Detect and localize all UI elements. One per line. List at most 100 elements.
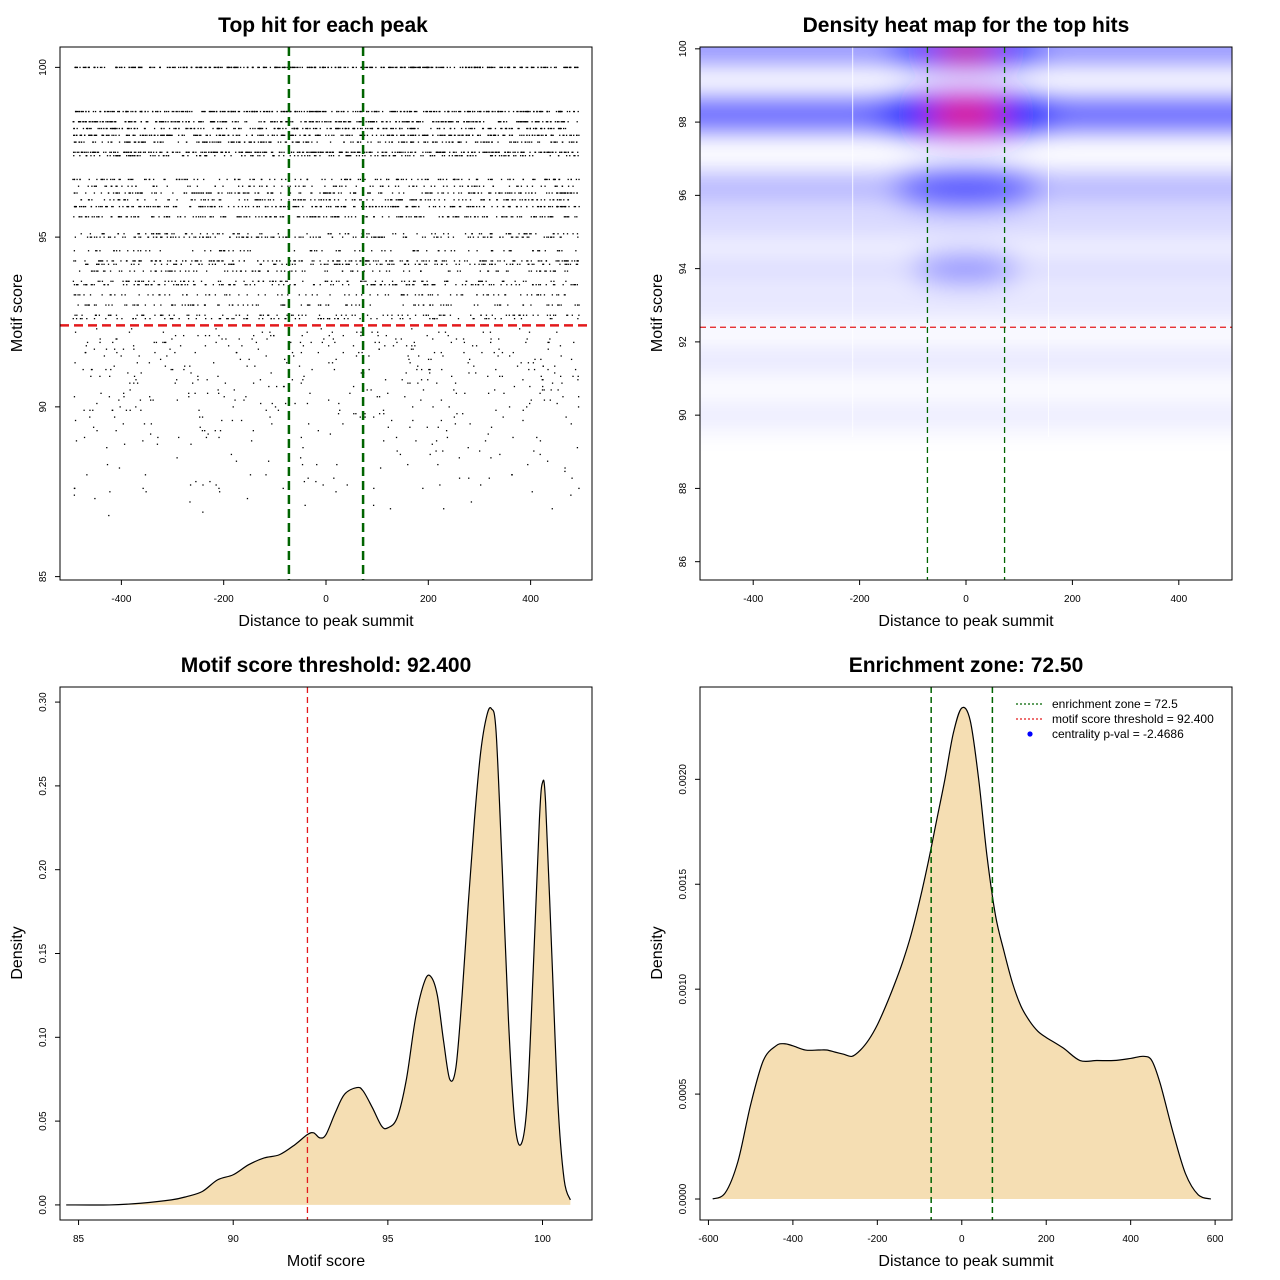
scatter-point xyxy=(376,178,378,181)
scatter-point xyxy=(106,178,108,181)
scatter-point xyxy=(175,263,178,265)
scatter-point xyxy=(152,155,154,157)
scatter-point xyxy=(414,127,416,130)
scatter-point xyxy=(200,121,202,123)
scatter-point xyxy=(174,351,176,354)
scatter-point xyxy=(144,141,146,143)
scatter-point xyxy=(264,294,266,296)
scatter-point xyxy=(542,121,544,123)
scatter-point xyxy=(171,280,173,282)
scatter-point xyxy=(128,127,130,130)
scatter-point xyxy=(257,66,259,69)
scatter-point xyxy=(341,236,344,238)
scatter-point xyxy=(198,236,201,238)
scatter-point xyxy=(239,358,242,361)
scatter-point xyxy=(315,151,317,153)
scatter-point xyxy=(177,284,180,286)
scatter-point xyxy=(221,151,224,153)
scatter-point xyxy=(301,66,304,69)
scatter-point xyxy=(329,192,332,194)
scatter-point xyxy=(238,192,241,194)
scatter-point xyxy=(533,368,536,371)
scatter-point xyxy=(197,260,199,262)
scatter-point xyxy=(230,155,232,157)
scatter-point xyxy=(360,199,362,201)
scatter-point xyxy=(275,385,278,388)
scatter-point xyxy=(285,178,287,181)
scatter-point xyxy=(477,66,479,69)
scatter-point xyxy=(297,141,299,143)
scatter-point xyxy=(442,355,444,357)
scatter-point xyxy=(233,127,235,130)
scatter-point xyxy=(501,127,503,130)
scatter-point xyxy=(324,110,326,113)
scatter-point xyxy=(530,233,532,235)
scatter-point xyxy=(292,314,294,316)
scatter-point xyxy=(483,216,486,218)
scatter-point xyxy=(118,399,120,401)
scatter-point xyxy=(358,351,360,354)
scatter-point xyxy=(302,345,305,347)
scatter-point xyxy=(201,110,203,113)
scatter-point xyxy=(517,185,519,187)
scatter-point xyxy=(193,192,195,194)
scatter-point xyxy=(403,294,405,296)
scatter-point xyxy=(225,338,227,340)
scatter-point xyxy=(572,151,574,153)
scatter-point xyxy=(574,216,576,218)
scatter-point xyxy=(554,141,557,143)
scatter-point xyxy=(450,127,452,130)
scatter-point xyxy=(189,205,192,208)
scatter-point xyxy=(447,334,449,337)
scatter-point xyxy=(327,233,329,235)
scatter-point xyxy=(258,216,260,218)
scatter-point xyxy=(496,205,499,208)
scatter-point xyxy=(568,216,570,218)
scatter-point xyxy=(500,66,503,69)
scatter-point xyxy=(558,121,560,123)
scatter-point xyxy=(384,284,386,286)
scatter-point xyxy=(459,205,462,208)
scatter-point xyxy=(173,110,175,113)
scatter-point xyxy=(506,284,508,286)
scatter-point xyxy=(361,294,363,296)
scatter-point xyxy=(311,121,313,123)
scatter-point xyxy=(278,284,280,286)
scatter-point xyxy=(469,236,472,238)
scatter-point xyxy=(515,236,517,238)
scatter-point xyxy=(124,304,126,306)
scatter-point xyxy=(557,205,559,208)
scatter-point xyxy=(106,127,108,130)
scatter-point xyxy=(355,260,357,262)
scatter-point xyxy=(554,365,556,367)
scatter-point xyxy=(134,216,137,218)
scatter-point xyxy=(562,396,564,398)
y-tick-label: 88 xyxy=(678,482,689,494)
scatter-point xyxy=(391,66,393,69)
scatter-point xyxy=(126,127,129,130)
scatter-point xyxy=(164,365,167,367)
scatter-point xyxy=(402,66,404,69)
scatter-point xyxy=(453,205,456,208)
scatter-point xyxy=(408,358,410,361)
scatter-point xyxy=(413,185,415,187)
scatter-point xyxy=(376,263,378,265)
scatter-point xyxy=(134,304,136,306)
scatter-point xyxy=(205,151,207,153)
scatter-point xyxy=(396,134,398,136)
scatter-point xyxy=(281,263,283,265)
scatter-point xyxy=(226,178,228,181)
scatter-point xyxy=(159,151,161,153)
scatter-point xyxy=(214,66,216,69)
scatter-point xyxy=(273,216,276,218)
scatter-point xyxy=(231,317,233,320)
scatter-point xyxy=(209,480,211,483)
scatter-point xyxy=(171,110,173,113)
scatter-point xyxy=(316,127,318,130)
scatter-point xyxy=(568,205,570,208)
scatter-point xyxy=(97,270,99,272)
scatter-point xyxy=(488,477,490,479)
scatter-point xyxy=(440,399,443,401)
scatter-point xyxy=(74,362,76,364)
scatter-point xyxy=(260,314,262,316)
